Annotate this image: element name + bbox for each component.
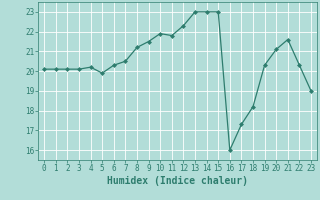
X-axis label: Humidex (Indice chaleur): Humidex (Indice chaleur): [107, 176, 248, 186]
